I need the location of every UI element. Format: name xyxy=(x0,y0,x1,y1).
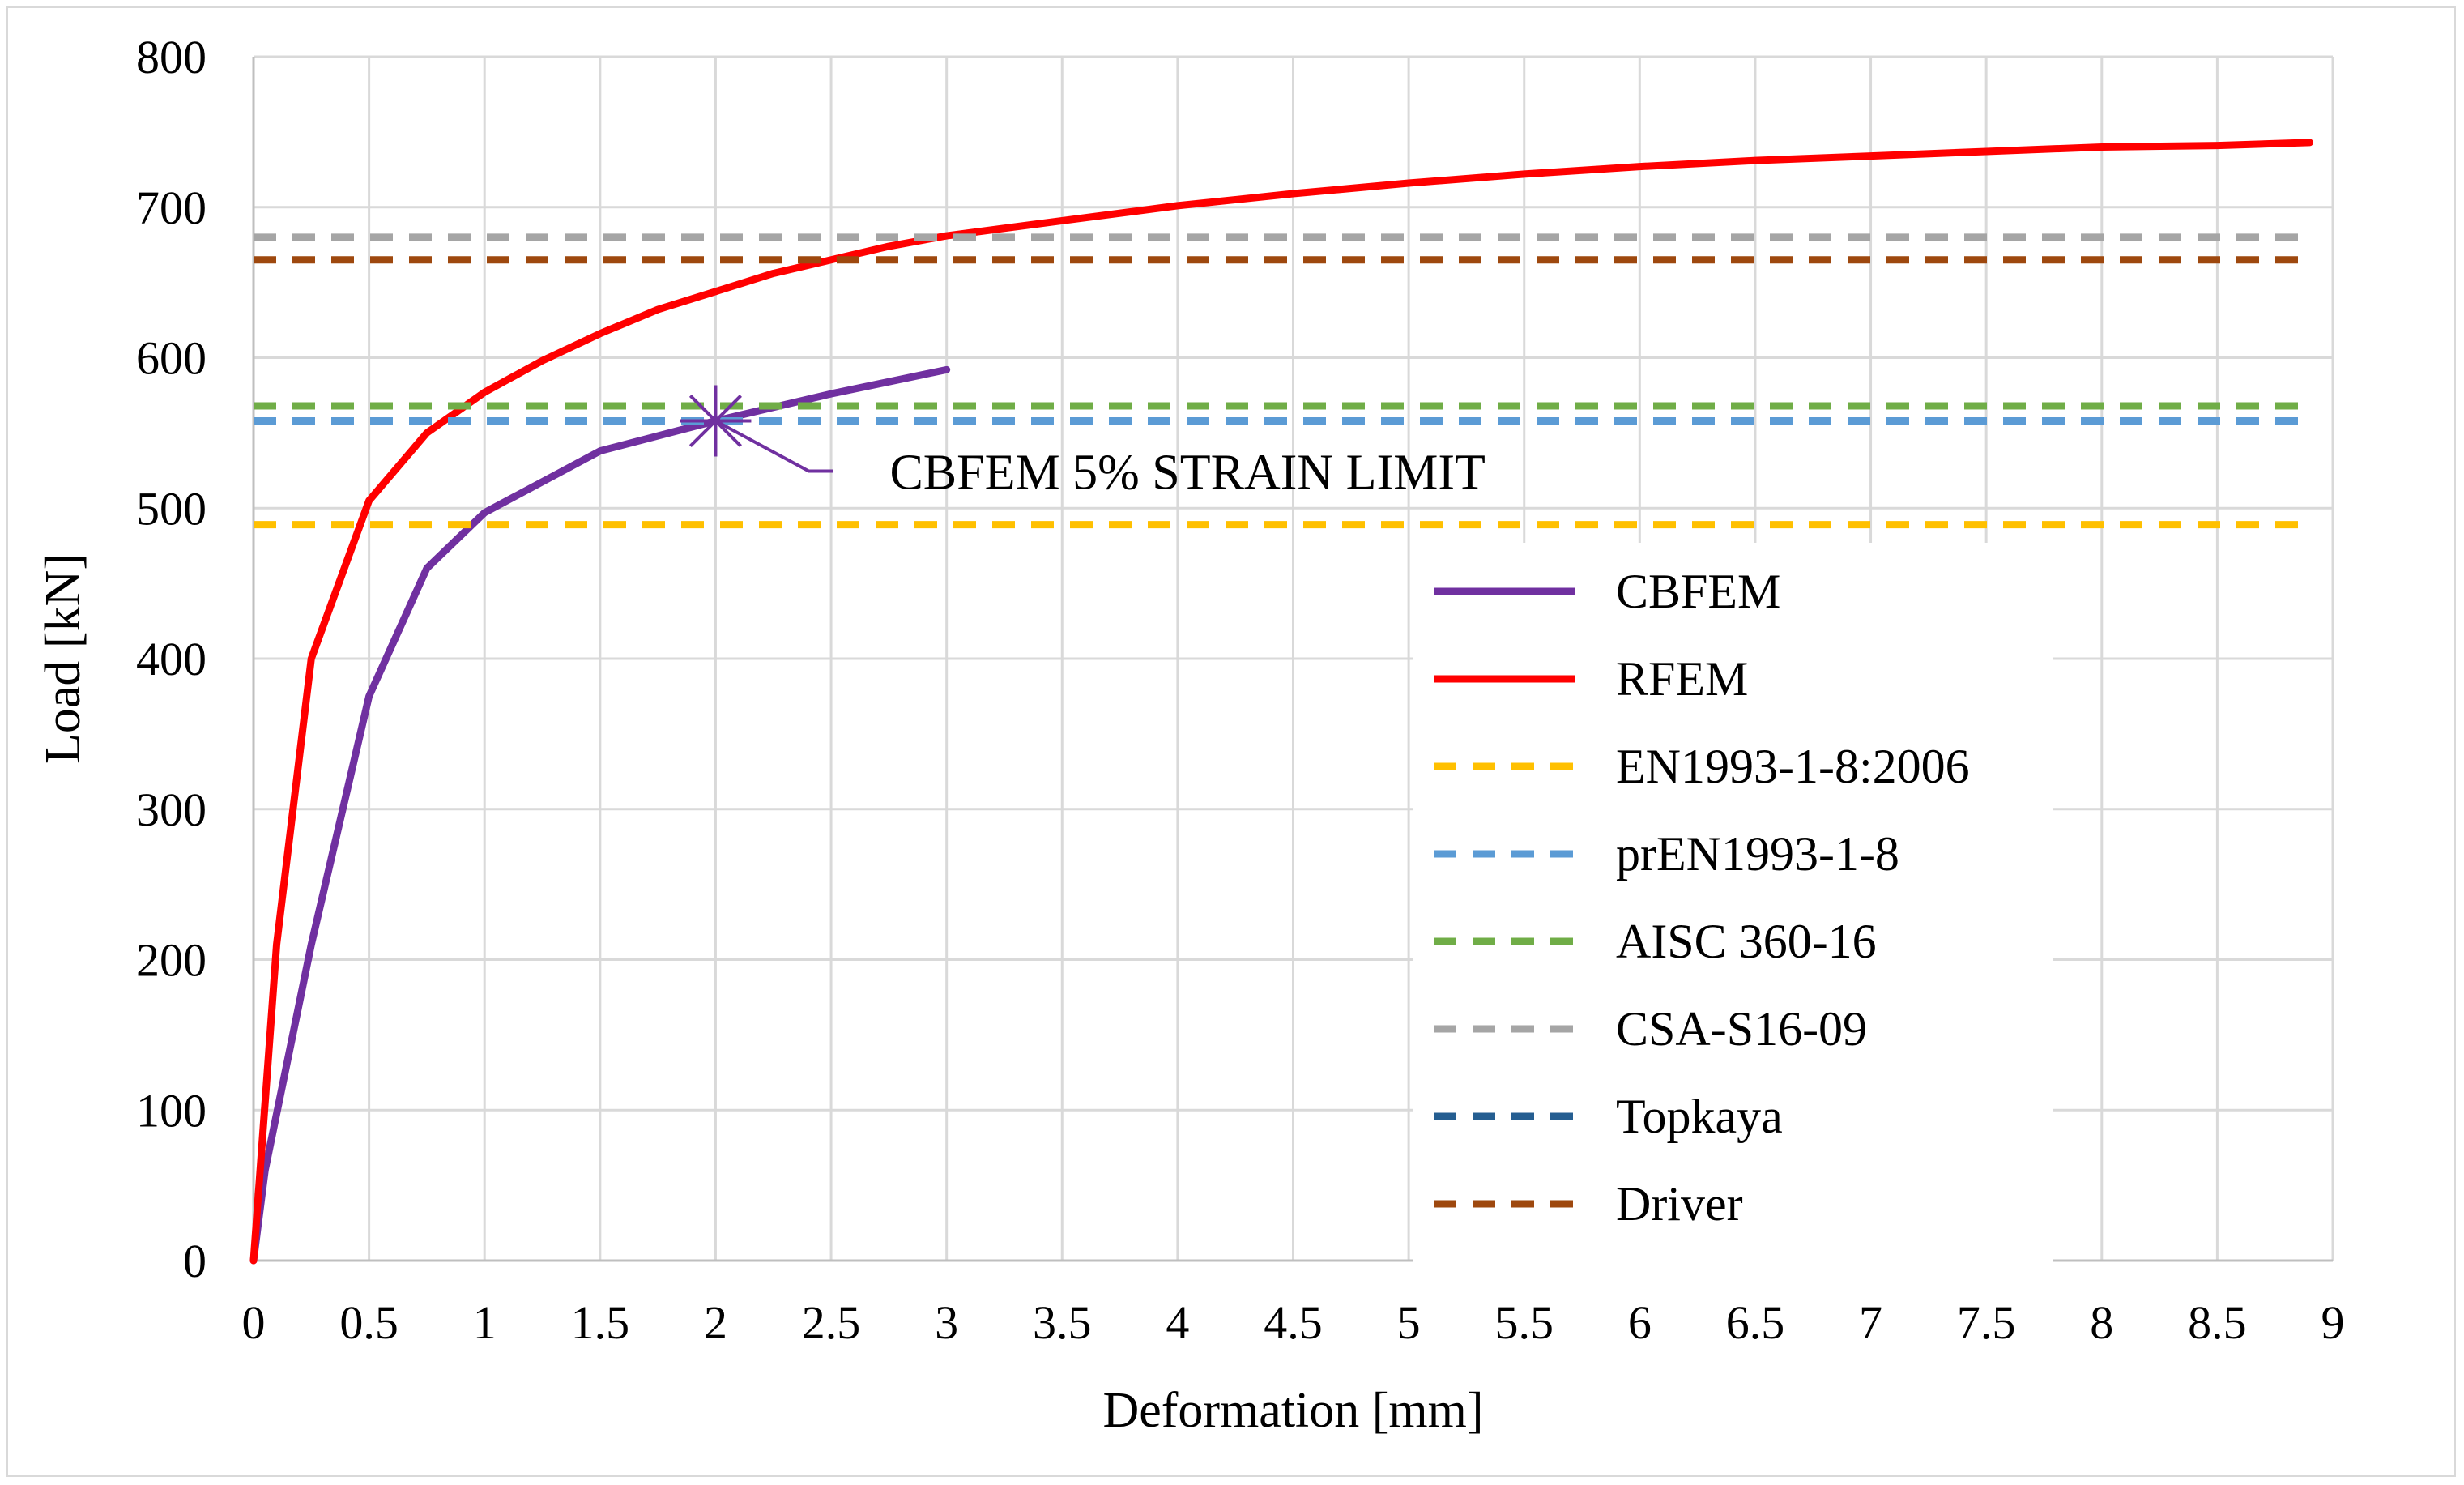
legend-cbfem: CBFEM xyxy=(1434,565,1780,618)
x-tick-label: 9 xyxy=(2321,1296,2345,1349)
y-axis-ticks: 0 100 200 300 400 500 600 700 800 xyxy=(136,31,207,1287)
chart-frame xyxy=(6,6,2456,1477)
x-tick-label: 1.5 xyxy=(571,1296,630,1349)
legend-driver-label: Driver xyxy=(1616,1177,1743,1231)
x-tick-label: 2 xyxy=(704,1296,727,1349)
x-tick-label: 8.5 xyxy=(2188,1296,2247,1349)
y-tick-label: 800 xyxy=(136,31,207,83)
x-tick-label: 5.5 xyxy=(1494,1296,1554,1349)
x-tick-label: 8 xyxy=(2090,1296,2113,1349)
y-tick-label: 700 xyxy=(136,181,207,234)
x-tick-label: 2.5 xyxy=(802,1296,861,1349)
y-tick-label: 300 xyxy=(136,783,207,836)
annotation-leader-line xyxy=(714,419,833,473)
x-axis-ticks: 0 0.5 1 1.5 2 2.5 3 3.5 4 4.5 5 5.5 6 6.5 7 7.5 8 8.5 9 xyxy=(242,1296,2345,1349)
x-tick-label: 7 xyxy=(1859,1296,1882,1349)
legend-topkaya: Topkaya xyxy=(1434,1090,1783,1143)
legend-rfem-label: RFEM xyxy=(1616,652,1748,706)
x-tick-label: 7.5 xyxy=(1957,1296,2016,1349)
y-tick-label: 400 xyxy=(136,633,207,685)
y-tick-label: 600 xyxy=(136,332,207,385)
x-tick-label: 3.5 xyxy=(1033,1296,1092,1349)
annotation-label: CBFEM 5% STRAIN LIMIT xyxy=(889,446,1485,501)
legend-topkaya-label: Topkaya xyxy=(1616,1090,1783,1143)
legend-csa-s16-09-label: CSA-S16-09 xyxy=(1616,1002,1867,1056)
series-lines xyxy=(249,139,2313,1265)
legend: CBFEM RFEM EN1993-1-8:2006 prEN1993-1-8 AISC… xyxy=(1413,543,2053,1267)
x-tick-label: 6.5 xyxy=(1726,1296,1785,1349)
x-tick-label: 5 xyxy=(1397,1296,1421,1349)
series-rfem-line xyxy=(249,139,2313,1265)
legend-cbfem-label: CBFEM xyxy=(1616,565,1780,618)
x-tick-label: 0 xyxy=(242,1296,266,1349)
y-axis-title: Load [kN] xyxy=(36,553,91,764)
annotation: CBFEM 5% STRAIN LIMIT xyxy=(680,385,1486,501)
legend-pren1993-1-8: prEN1993-1-8 xyxy=(1434,827,1899,881)
y-tick-label: 500 xyxy=(136,482,207,535)
legend-csa-s16-09: CSA-S16-09 xyxy=(1434,1002,1867,1056)
legend-en1993-1-8-2006: EN1993-1-8:2006 xyxy=(1434,740,1970,793)
y-tick-label: 0 xyxy=(183,1235,207,1287)
legend-en1993-1-8-2006-label: EN1993-1-8:2006 xyxy=(1616,740,1970,793)
legend-aisc-360-16: AISC 360-16 xyxy=(1434,915,1877,968)
x-axis-title: Deformation [mm] xyxy=(1102,1383,1483,1438)
x-tick-label: 4 xyxy=(1166,1296,1189,1349)
x-tick-label: 4.5 xyxy=(1264,1296,1323,1349)
legend-aisc-360-16-label: AISC 360-16 xyxy=(1616,915,1877,968)
y-tick-label: 200 xyxy=(136,934,207,987)
x-tick-label: 6 xyxy=(1628,1296,1652,1349)
legend-background xyxy=(1413,543,2053,1267)
x-tick-label: 1 xyxy=(473,1296,497,1349)
legend-rfem: RFEM xyxy=(1434,652,1748,706)
y-tick-label: 100 xyxy=(136,1084,207,1137)
x-tick-label: 3 xyxy=(935,1296,958,1349)
legend-pren1993-1-8-label: prEN1993-1-8 xyxy=(1616,827,1899,881)
x-tick-label: 0.5 xyxy=(339,1296,399,1349)
legend-driver: Driver xyxy=(1434,1177,1743,1231)
